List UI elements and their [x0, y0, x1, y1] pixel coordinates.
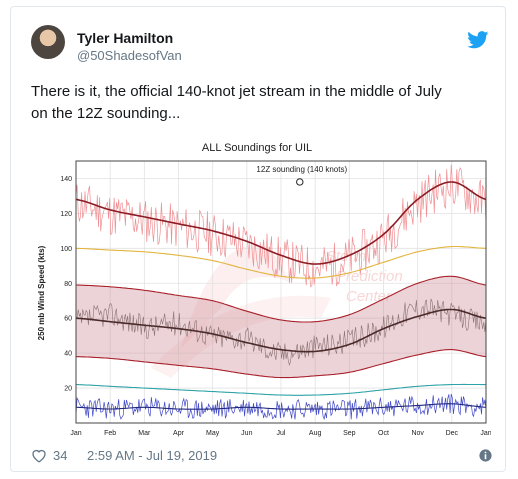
author-name[interactable]: Tyler Hamilton [77, 30, 174, 46]
record-max-daily-line [75, 164, 487, 288]
x-tick-label: Apr [173, 430, 185, 437]
tweet-footer: 34 2:59 AM - Jul 19, 2019 [31, 447, 492, 465]
x-tick-label: Jun [241, 430, 252, 437]
y-tick-label: 60 [64, 316, 72, 323]
mean-minus-sd-line [75, 349, 487, 379]
y-tick-label: 40 [64, 351, 72, 358]
lower-percentile-line [76, 383, 486, 396]
x-tick-label: Jul [277, 430, 286, 437]
x-tick-label: Mar [138, 430, 151, 437]
sounding-marker [296, 178, 304, 186]
x-tick-label: Nov [411, 430, 424, 437]
chart-image[interactable]: ALL Soundings for UIL Storm Prediction Cen… [31, 133, 491, 441]
tweet-text: There is it, the official 140-knot jet s… [31, 81, 491, 125]
heart-icon[interactable] [31, 448, 47, 463]
wind-speed-chart: ALL Soundings for UIL StormPredictionCen… [31, 133, 491, 441]
avatar[interactable] [31, 25, 65, 59]
x-tick-label: May [206, 430, 220, 437]
watermark-text: Prediction [336, 268, 403, 285]
x-tick-label: Aug [309, 430, 322, 437]
annotation-label: 12Z sounding (140 knots) [256, 165, 347, 174]
record-max-line [75, 181, 487, 265]
x-tick-label: Jan [480, 430, 491, 437]
watermark-swoosh [181, 245, 291, 348]
x-tick-label: Feb [104, 430, 116, 437]
upper-percentile-line [75, 245, 486, 279]
y-axis-label: 250 mb Wind Speed (kts) [37, 245, 46, 340]
record-min-line [76, 403, 487, 410]
info-icon[interactable] [479, 449, 492, 462]
record-min-daily-line [75, 393, 487, 421]
author-handle[interactable]: @50ShadesofVan [77, 48, 182, 63]
twitter-bird-icon[interactable] [467, 31, 489, 49]
y-tick-label: 140 [60, 176, 72, 183]
y-tick-label: 120 [60, 211, 72, 218]
mean-plus-sd-line [75, 275, 487, 323]
mean-line [75, 308, 487, 353]
tweet-text-line-2: on the 12Z sounding... [31, 105, 181, 122]
chart-annotation: 12Z sounding (140 knots) [256, 165, 347, 186]
chart-bands [76, 276, 486, 378]
std-dev-band [76, 276, 486, 378]
x-tick-label: Jan [70, 430, 81, 437]
tweet-text-line-1: There is it, the official 140-knot jet s… [31, 83, 442, 100]
chart-title: ALL Soundings for UIL [202, 142, 312, 154]
tweet-card: Tyler Hamilton @50ShadesofVan There is i… [10, 6, 506, 472]
tweet-timestamp[interactable]: 2:59 AM - Jul 19, 2019 [87, 448, 218, 463]
x-tick-label: Dec [446, 430, 459, 437]
y-tick-label: 80 [64, 281, 72, 288]
x-tick-label: Oct [378, 430, 389, 437]
chart-axes: Jan Feb Mar Apr May Jun Jul Aug Sep Oct Nov Dec Jan 2… [60, 160, 491, 437]
x-tick-label: Sep [343, 430, 356, 437]
y-tick-label: 20 [64, 386, 72, 393]
plot-frame [75, 160, 487, 424]
y-tick-label: 100 [60, 246, 72, 253]
chart-lines [75, 164, 487, 421]
watermark-swoosh-2 [151, 295, 331, 378]
like-count: 34 [53, 448, 68, 463]
